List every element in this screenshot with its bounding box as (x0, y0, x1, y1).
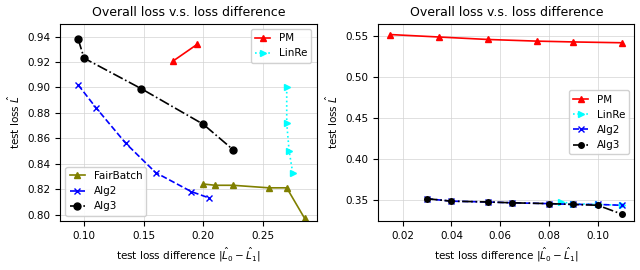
Alg2 (205, 196, 213, 200)
PM (484, 38, 492, 41)
Alg3 (229, 148, 237, 151)
PM (170, 59, 177, 62)
Alg3 (447, 200, 455, 203)
Alg2 (484, 200, 492, 204)
FairBatch (301, 217, 308, 220)
Alg3 (200, 123, 207, 126)
Legend: FairBatch, Alg2, Alg3: FairBatch, Alg2, Alg3 (65, 167, 147, 216)
Alg2 (188, 190, 195, 193)
Alg2 (92, 106, 100, 109)
Title: Overall loss v.s. loss difference: Overall loss v.s. loss difference (92, 6, 285, 19)
Alg2 (545, 202, 553, 205)
Line: PM: PM (388, 32, 625, 46)
Alg2 (570, 203, 577, 206)
Alg2 (122, 142, 130, 145)
FairBatch (200, 183, 207, 186)
Title: Overall loss v.s. loss difference: Overall loss v.s. loss difference (410, 6, 603, 19)
Alg2 (74, 83, 82, 86)
PM (570, 40, 577, 43)
Line: Alg2: Alg2 (75, 82, 212, 201)
FairBatch (265, 186, 273, 190)
Alg3 (80, 57, 88, 60)
Alg3 (594, 204, 602, 207)
FairBatch (229, 184, 237, 187)
Alg3 (618, 213, 626, 216)
PM (618, 41, 626, 44)
LinRe (283, 122, 291, 125)
Alg3 (509, 201, 516, 204)
Line: PM: PM (170, 41, 201, 64)
LinRe (570, 202, 577, 205)
Alg3 (423, 197, 431, 200)
Y-axis label: test loss $\hat{L}$: test loss $\hat{L}$ (6, 95, 22, 150)
Alg3 (545, 202, 553, 205)
Alg2 (152, 171, 159, 174)
Line: FairBatch: FairBatch (200, 181, 308, 222)
Line: Alg3: Alg3 (424, 196, 625, 217)
Alg3 (74, 38, 82, 41)
PM (193, 43, 201, 46)
Line: Alg3: Alg3 (75, 36, 237, 153)
LinRe (557, 200, 565, 204)
FairBatch (283, 186, 291, 190)
LinRe (283, 86, 291, 89)
LinRe (289, 171, 296, 174)
PM (387, 33, 394, 36)
Alg2 (423, 197, 431, 200)
Legend: PM, LinRe, Alg2, Alg3: PM, LinRe, Alg2, Alg3 (568, 90, 629, 154)
Y-axis label: test loss $\hat{L}$: test loss $\hat{L}$ (323, 95, 340, 150)
Alg2 (447, 200, 455, 203)
Alg3 (570, 203, 577, 206)
Alg3 (138, 87, 145, 90)
Line: LinRe: LinRe (284, 84, 296, 176)
LinRe (594, 203, 602, 206)
Alg2 (618, 204, 626, 207)
Line: LinRe: LinRe (559, 199, 625, 208)
Alg2 (509, 201, 516, 204)
X-axis label: test loss difference $|\hat{L}_0 - \hat{L}_1|$: test loss difference $|\hat{L}_0 - \hat{… (116, 246, 260, 264)
LinRe (618, 204, 626, 207)
X-axis label: test loss difference $|\hat{L}_0 - \hat{L}_1|$: test loss difference $|\hat{L}_0 - \hat{… (434, 246, 579, 264)
Alg3 (484, 200, 492, 204)
PM (533, 39, 541, 43)
LinRe (285, 149, 293, 153)
Line: Alg2: Alg2 (424, 196, 625, 208)
Alg2 (594, 203, 602, 206)
FairBatch (211, 184, 219, 187)
PM (435, 35, 443, 39)
